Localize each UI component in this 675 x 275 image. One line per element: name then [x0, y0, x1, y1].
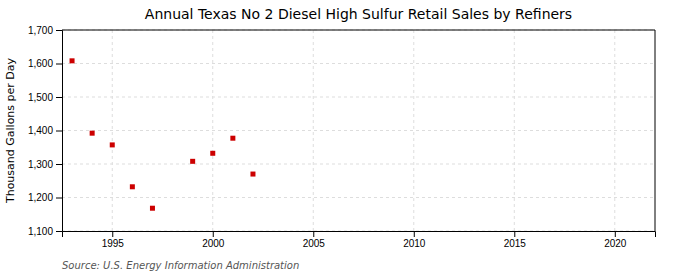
y-tick-label: 1,700 — [28, 25, 53, 36]
point — [110, 142, 115, 147]
point — [230, 136, 235, 141]
x-tick-label: 2010 — [403, 238, 426, 249]
point — [210, 151, 215, 156]
grid-line — [62, 30, 655, 31]
y-tick: 1,400 — [28, 125, 62, 136]
grid-line — [313, 30, 314, 231]
grid-line — [62, 197, 655, 198]
y-tick-label: 1,500 — [28, 92, 53, 103]
point — [250, 172, 255, 177]
points — [70, 58, 256, 210]
x-tick: 2000 — [202, 231, 225, 249]
y-axis: 1,100 1,200 1,300 1,400 1,500 1,600 1,700 — [28, 25, 63, 237]
point — [130, 184, 135, 189]
point — [90, 131, 95, 136]
chart: 1995200020052010201520201,1001,2001,3001… — [0, 0, 675, 275]
y-tick-label: 1,300 — [28, 159, 53, 170]
y-axis-title: Thousand Gallons per Day — [4, 57, 17, 204]
grid-line — [62, 97, 655, 98]
y-tick-label: 1,400 — [28, 125, 53, 136]
y-tick: 1,100 — [28, 226, 62, 237]
x-tick: 2005 — [303, 231, 326, 249]
y-tick: 1,700 — [28, 25, 62, 36]
x-tick: 2015 — [504, 231, 527, 249]
plot: 1995200020052010201520201,1001,2001,3001… — [28, 25, 656, 249]
x-tick-label: 1995 — [102, 238, 125, 249]
y-tick-mark — [56, 30, 62, 31]
point — [190, 159, 195, 164]
y-tick-label: 1,100 — [28, 226, 53, 237]
x-tick-label: 2020 — [604, 238, 627, 249]
y-tick-label: 1,600 — [28, 58, 53, 69]
x-tick-mark — [414, 231, 415, 237]
x-tick-mark — [514, 231, 515, 237]
grid — [62, 30, 655, 231]
grid-line — [413, 30, 414, 231]
y-tick-mark — [56, 164, 62, 165]
grid-line — [62, 130, 655, 131]
x-tick-mark — [112, 231, 113, 237]
x-tick-mark — [313, 231, 314, 237]
x-tick: 2010 — [403, 231, 426, 249]
x-tick: 2020 — [604, 231, 627, 249]
grid-line — [62, 164, 655, 165]
y-tick-label: 1,200 — [28, 192, 53, 203]
x-tick-label: 2015 — [504, 238, 527, 249]
y-tick-mark — [56, 64, 62, 65]
title: Annual Texas No 2 Diesel High Sulfur Ret… — [145, 6, 572, 22]
y-tick-mark — [56, 231, 62, 232]
y-tick: 1,600 — [28, 58, 62, 69]
x-tick: 1995 — [102, 231, 125, 249]
annotation: Source: U.S. Energy Information Administ… — [62, 260, 299, 271]
y-tick: 1,200 — [28, 192, 62, 203]
frame-top — [62, 30, 655, 31]
point — [70, 58, 75, 63]
y-axis-line — [56, 31, 63, 232]
y-tick-mark — [56, 198, 62, 199]
y-tick-mark — [56, 131, 62, 132]
x-tick-mark — [615, 231, 616, 237]
x-tick-label: 2005 — [303, 238, 326, 249]
x-tick-label: 2000 — [202, 238, 225, 249]
y-tick: 1,300 — [28, 159, 62, 170]
y-tick-mark — [56, 97, 62, 98]
frame-right — [655, 30, 656, 231]
x-axis: 1995 2000 2005 2010 2015 2020 — [63, 231, 656, 249]
point — [150, 206, 155, 211]
grid-line — [62, 63, 655, 64]
x-tick-mark — [213, 231, 214, 237]
y-tick: 1,500 — [28, 92, 62, 103]
x-axis-line — [63, 232, 656, 238]
